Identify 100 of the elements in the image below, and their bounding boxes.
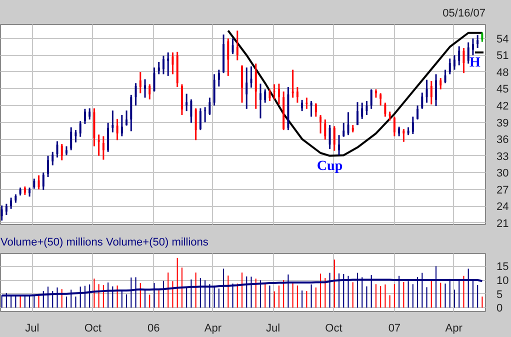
- y-tick-label: 21: [496, 218, 509, 230]
- candlestick: [430, 80, 432, 106]
- candlestick: [380, 92, 382, 106]
- x-tick-label: Jul: [266, 322, 280, 334]
- candlestick: [314, 102, 317, 118]
- y-tick-label: 10: [496, 275, 509, 288]
- chart-title: Volume+(50) millions Volume+(50) millions: [0, 236, 209, 248]
- x-tick-label: Oct: [325, 322, 342, 334]
- candlestick: [370, 88, 372, 110]
- candlestick: [190, 98, 192, 124]
- chart-subtitle: 05/16/07: [442, 8, 486, 20]
- candlestick: [356, 101, 358, 126]
- candlestick: [208, 96, 211, 116]
- candlestick: [320, 114, 322, 134]
- y-tick-label: 42: [496, 100, 509, 113]
- candlestick: [10, 196, 12, 210]
- candlestick: [139, 71, 142, 94]
- candlestick: [130, 94, 132, 132]
- candlestick: [88, 108, 91, 120]
- candlestick: [462, 47, 465, 74]
- y-tick-label: 30: [496, 168, 509, 180]
- candlestick: [218, 69, 220, 88]
- candlestick: [467, 42, 470, 64]
- candlestick: [440, 77, 442, 90]
- candlestick: [398, 126, 400, 137]
- candlestick: [338, 134, 340, 156]
- y-tick-label: 48: [496, 66, 509, 79]
- candlestick: [162, 55, 164, 75]
- y-tick-label: 54: [496, 33, 509, 46]
- candlestick: [476, 34, 479, 49]
- candlestick: [42, 172, 44, 191]
- candlestick: [112, 110, 114, 134]
- candlestick: [116, 118, 118, 141]
- candlestick: [342, 122, 345, 138]
- candlestick: [333, 125, 336, 152]
- candlestick: [232, 38, 234, 55]
- candlestick: [402, 128, 405, 143]
- candlestick: [180, 84, 183, 116]
- candlestick: [70, 126, 72, 151]
- candlestick: [79, 120, 82, 138]
- candlestick: [167, 52, 170, 77]
- x-tick-label: Apr: [204, 322, 222, 334]
- candlestick: [481, 32, 484, 43]
- x-tick-label: Jul: [25, 322, 40, 334]
- y-tick-label: 45: [496, 84, 509, 96]
- candlestick: [435, 73, 437, 107]
- candlestick: [324, 118, 326, 140]
- y-tick-label: 5: [496, 288, 503, 301]
- candlestick: [310, 100, 312, 118]
- annotation: H: [469, 55, 480, 70]
- candlestick: [186, 93, 188, 112]
- candlestick: [126, 110, 128, 126]
- y-tick-label: 24: [496, 201, 509, 214]
- x-tick-label: Oct: [84, 322, 102, 334]
- candlestick: [328, 124, 331, 150]
- candlestick: [107, 122, 110, 153]
- candlestick: [120, 114, 123, 137]
- candlestick: [148, 84, 151, 100]
- y-tick-label: 33: [496, 150, 509, 163]
- y-tick-label: 51: [496, 50, 509, 62]
- candlestick: [296, 86, 298, 104]
- candlestick: [259, 82, 262, 120]
- candlestick: [268, 88, 271, 102]
- candlestick: [301, 99, 304, 112]
- candlestick: [213, 73, 216, 106]
- y-tick-label: 0: [496, 302, 503, 315]
- y-tick-label: 15: [496, 261, 509, 274]
- candlestick: [458, 46, 460, 66]
- candlestick: [384, 102, 386, 118]
- candlestick: [278, 82, 280, 106]
- candlestick: [74, 129, 77, 144]
- candlestick: [254, 62, 257, 110]
- candlestick: [306, 96, 308, 110]
- candlestick: [246, 66, 248, 110]
- candlestick: [361, 102, 364, 120]
- line-series: [227, 30, 484, 157]
- candlestick: [264, 88, 266, 104]
- x-tick-label: 06: [147, 322, 160, 334]
- candlestick: [416, 104, 419, 120]
- candlestick: [393, 116, 396, 137]
- x-tick-label: Apr: [445, 322, 463, 334]
- candlestick: [273, 84, 276, 100]
- candlestick: [98, 134, 100, 157]
- candlestick: [84, 108, 86, 125]
- candlestick: [5, 203, 8, 216]
- candlestick: [421, 92, 424, 110]
- candlestick: [241, 64, 243, 104]
- candlestick: [0, 204, 3, 222]
- candlestick: [33, 178, 36, 190]
- y-tick-label: 36: [496, 134, 509, 146]
- candlestick: [172, 52, 174, 75]
- candlestick: [65, 146, 68, 156]
- candlestick: [292, 69, 294, 98]
- candlestick: [134, 82, 137, 106]
- candlestick: [227, 38, 230, 77]
- candlestick: [199, 108, 202, 131]
- candlestick: [448, 58, 451, 75]
- candlestick: [158, 61, 160, 75]
- candlestick: [47, 155, 49, 178]
- annotation: Cup: [316, 158, 343, 174]
